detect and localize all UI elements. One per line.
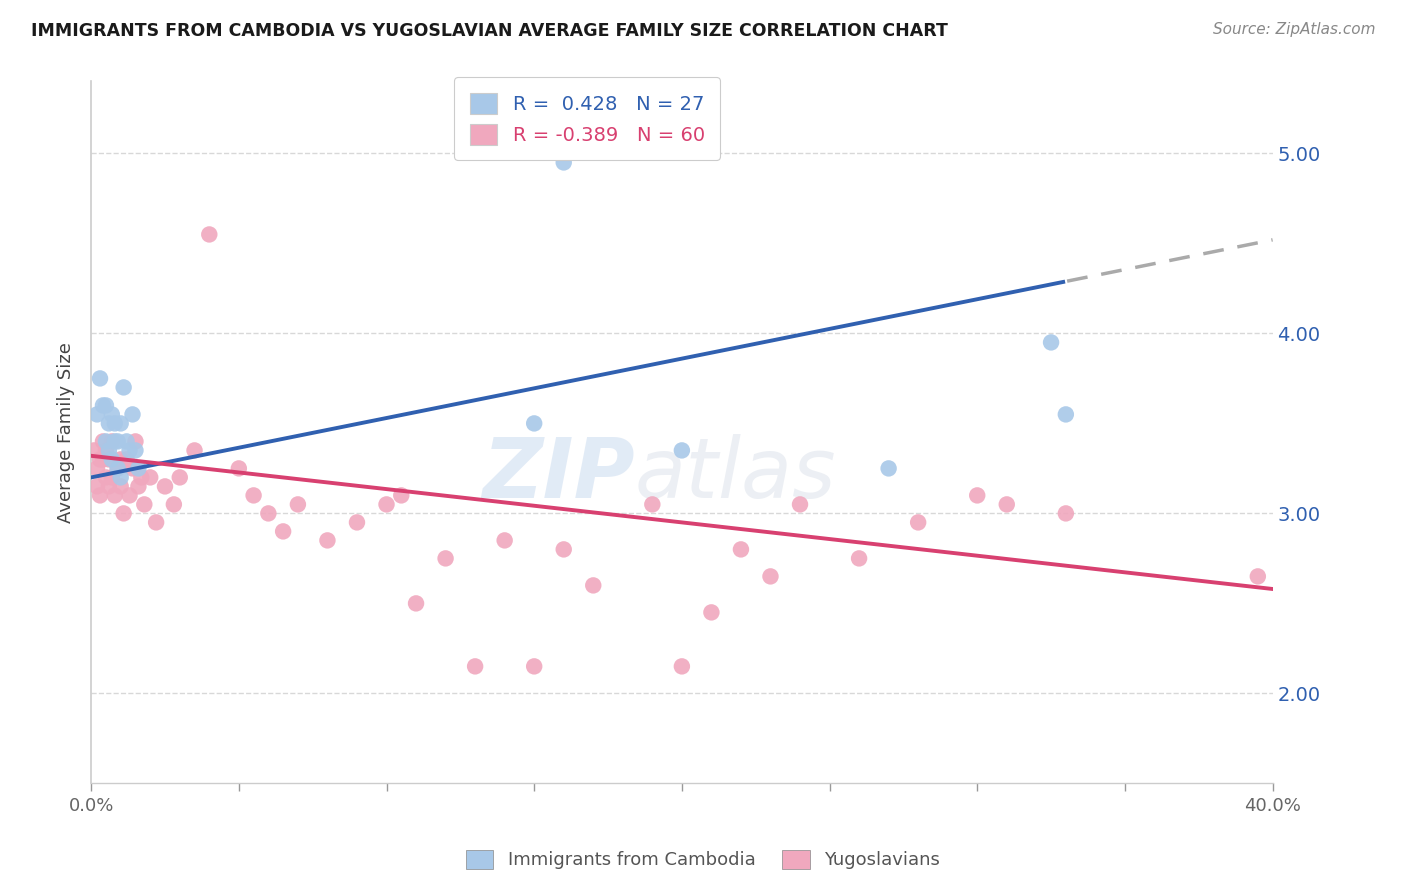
- Point: [671, 443, 693, 458]
- Point: [118, 488, 141, 502]
- Point: [848, 551, 870, 566]
- Point: [86, 461, 108, 475]
- Point: [94, 434, 117, 449]
- Point: [94, 398, 117, 412]
- Point: [107, 461, 129, 475]
- Point: [995, 497, 1018, 511]
- Point: [107, 461, 129, 475]
- Point: [121, 408, 143, 422]
- Point: [86, 408, 108, 422]
- Point: [434, 551, 457, 566]
- Point: [124, 434, 146, 449]
- Point: [257, 507, 280, 521]
- Point: [112, 380, 135, 394]
- Text: IMMIGRANTS FROM CAMBODIA VS YUGOSLAVIAN AVERAGE FAMILY SIZE CORRELATION CHART: IMMIGRANTS FROM CAMBODIA VS YUGOSLAVIAN …: [31, 22, 948, 40]
- Point: [101, 434, 124, 449]
- Point: [101, 408, 124, 422]
- Point: [127, 461, 149, 475]
- Point: [110, 452, 132, 467]
- Point: [101, 470, 124, 484]
- Point: [91, 434, 114, 449]
- Point: [375, 497, 398, 511]
- Text: atlas: atlas: [634, 434, 837, 515]
- Point: [118, 443, 141, 458]
- Point: [582, 578, 605, 592]
- Point: [115, 452, 138, 467]
- Point: [104, 488, 127, 502]
- Point: [169, 470, 191, 484]
- Point: [1040, 335, 1063, 350]
- Point: [671, 659, 693, 673]
- Point: [97, 479, 120, 493]
- Point: [115, 434, 138, 449]
- Point: [112, 507, 135, 521]
- Point: [110, 470, 132, 484]
- Point: [89, 452, 111, 467]
- Point: [153, 479, 176, 493]
- Point: [907, 516, 929, 530]
- Point: [104, 434, 127, 449]
- Legend: R =  0.428   N = 27, R = -0.389   N = 60: R = 0.428 N = 27, R = -0.389 N = 60: [454, 77, 720, 161]
- Point: [1054, 507, 1077, 521]
- Point: [523, 659, 546, 673]
- Point: [139, 470, 162, 484]
- Point: [124, 443, 146, 458]
- Point: [101, 452, 124, 467]
- Point: [494, 533, 516, 548]
- Point: [789, 497, 811, 511]
- Point: [553, 155, 575, 169]
- Point: [134, 497, 156, 511]
- Point: [86, 479, 108, 493]
- Point: [97, 452, 120, 467]
- Point: [1247, 569, 1270, 583]
- Point: [89, 371, 111, 385]
- Point: [121, 461, 143, 475]
- Point: [405, 596, 427, 610]
- Point: [271, 524, 294, 539]
- Point: [553, 542, 575, 557]
- Point: [198, 227, 221, 242]
- Y-axis label: Average Family Size: Average Family Size: [58, 342, 75, 523]
- Point: [131, 470, 153, 484]
- Point: [316, 533, 339, 548]
- Point: [730, 542, 752, 557]
- Point: [97, 417, 120, 431]
- Point: [228, 461, 250, 475]
- Point: [389, 488, 412, 502]
- Point: [97, 443, 120, 458]
- Legend: Immigrants from Cambodia, Yugoslavians: Immigrants from Cambodia, Yugoslavians: [457, 840, 949, 879]
- Point: [91, 398, 114, 412]
- Point: [523, 417, 546, 431]
- Point: [104, 417, 127, 431]
- Point: [464, 659, 486, 673]
- Point: [877, 461, 900, 475]
- Point: [163, 497, 186, 511]
- Point: [242, 488, 264, 502]
- Point: [759, 569, 782, 583]
- Point: [287, 497, 309, 511]
- Point: [89, 488, 111, 502]
- Text: Source: ZipAtlas.com: Source: ZipAtlas.com: [1212, 22, 1375, 37]
- Point: [641, 497, 664, 511]
- Point: [127, 479, 149, 493]
- Text: ZIP: ZIP: [482, 434, 634, 515]
- Point: [145, 516, 167, 530]
- Point: [700, 606, 723, 620]
- Point: [110, 479, 132, 493]
- Point: [94, 443, 117, 458]
- Point: [183, 443, 205, 458]
- Point: [346, 516, 368, 530]
- Point: [107, 434, 129, 449]
- Point: [94, 470, 117, 484]
- Point: [966, 488, 988, 502]
- Point: [110, 417, 132, 431]
- Point: [1054, 408, 1077, 422]
- Point: [91, 452, 114, 467]
- Point: [83, 443, 105, 458]
